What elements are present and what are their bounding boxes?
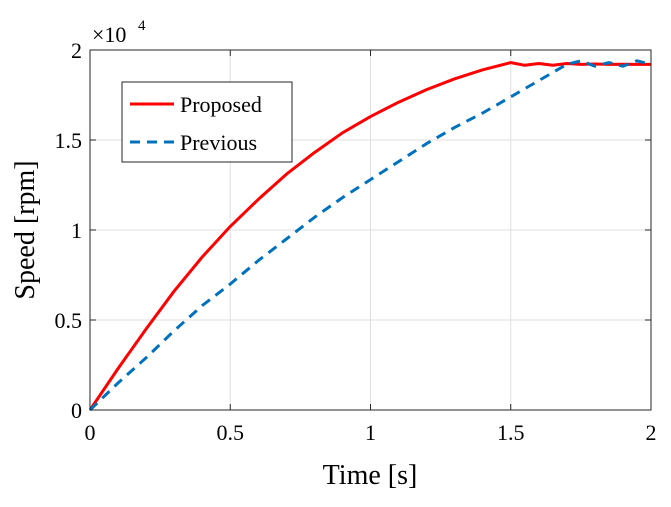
y-multiplier-base: ×10 [92,22,126,47]
y-multiplier-exponent: 4 [138,18,146,34]
y-tick-label: 0 [71,398,82,423]
series-layer [88,59,652,412]
x-tick-label: 1.5 [497,420,525,445]
legend-label-proposed: Proposed [180,92,262,117]
legend-label-previous: Previous [180,130,257,155]
x-tick-label: 1 [365,420,376,445]
tick-labels: 0 0.5 1 1.5 2 0 0.5 1 1.5 2 [55,38,657,445]
legend-box [121,81,293,163]
y-tick-label: 0.5 [55,308,83,333]
y-tick-label: 1.5 [55,128,83,153]
legend: Proposed Previous [121,81,293,163]
x-tick-label: 2 [646,420,657,445]
x-tick-label: 0 [85,420,96,445]
y-tick-label: 1 [71,218,82,243]
y-tick-label: 2 [71,38,82,63]
series-line-previous [88,59,652,412]
x-axis-label: Time [s] [323,460,418,491]
x-tick-label: 0.5 [217,420,245,445]
y-axis-label: Speed [rpm] [10,160,41,299]
ticks [89,49,652,411]
